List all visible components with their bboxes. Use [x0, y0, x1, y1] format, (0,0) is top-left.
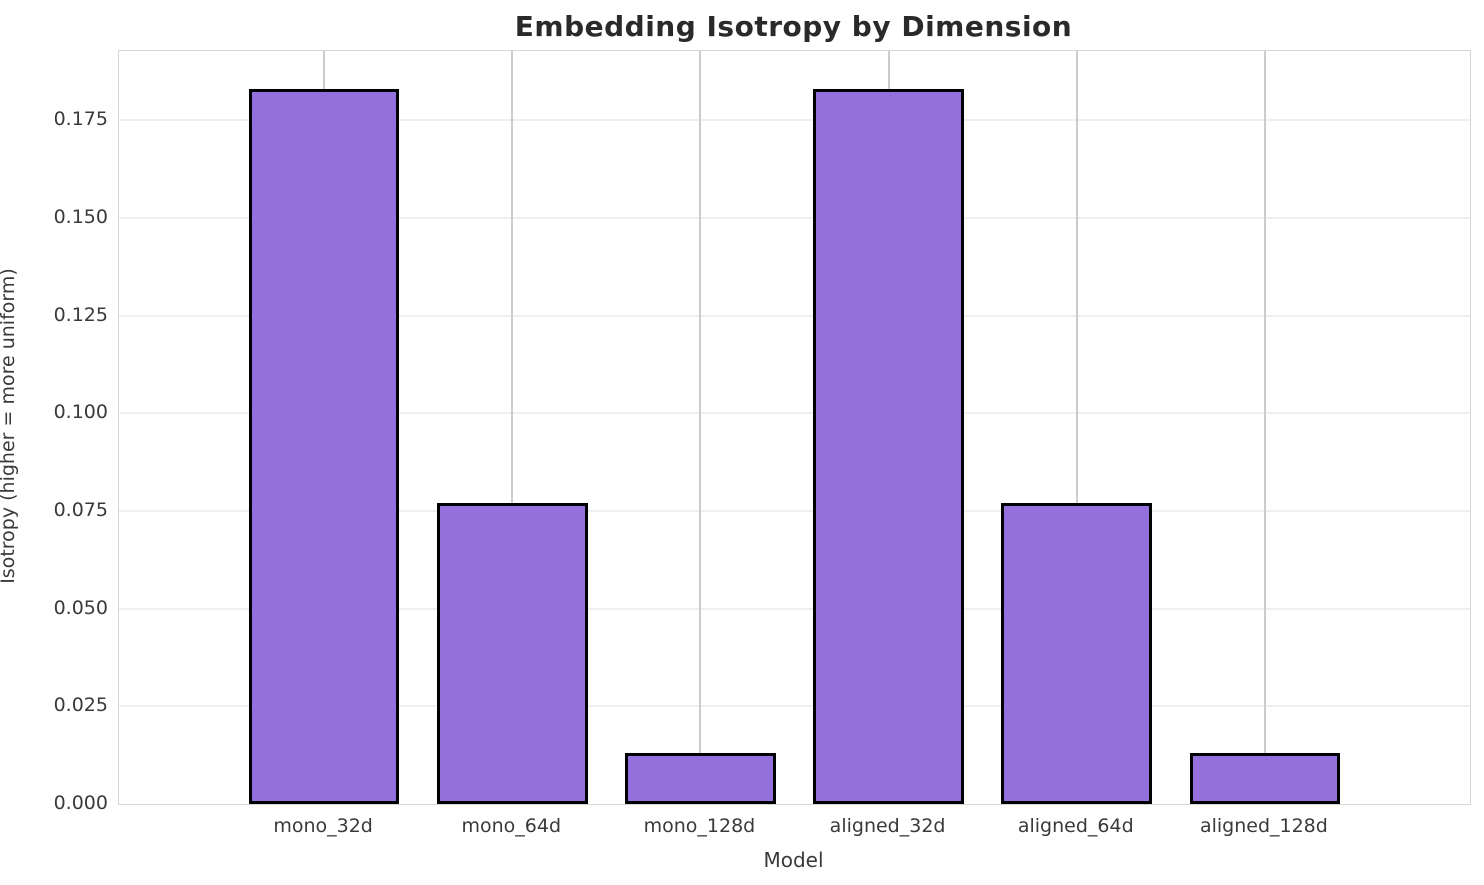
- bar-aligned_64d: [1001, 503, 1152, 804]
- h-gridline-0.150: [119, 216, 1470, 219]
- bar-aligned_32d: [813, 88, 964, 804]
- h-gridline-0.100: [119, 412, 1470, 415]
- y-tick-label: 0.150: [53, 205, 108, 228]
- bar-mono_64d: [436, 503, 588, 804]
- h-gridline-0.050: [119, 607, 1470, 610]
- chart-title: Embedding Isotropy by Dimension: [514, 10, 1073, 43]
- y-tick-label: 0.100: [53, 401, 108, 424]
- h-gridline-0.025: [119, 705, 1470, 708]
- y-tick-label: 0.075: [53, 498, 108, 521]
- x-tick-label-aligned_128d: aligned_128d: [1199, 815, 1328, 837]
- y-tick-label: 0.050: [53, 596, 108, 619]
- bar-mono_32d: [248, 88, 400, 804]
- y-tick-label: 0.125: [53, 303, 108, 326]
- v-gridline-mono_128d: [699, 51, 702, 804]
- h-gridline-0.125: [119, 314, 1470, 317]
- x-axis-label: Model: [763, 848, 824, 872]
- y-axis-label: Isotropy (higher = more uniform): [0, 268, 19, 584]
- bar-mono_128d: [625, 753, 776, 804]
- x-tick-label-mono_128d: mono_128d: [643, 815, 756, 837]
- x-tick-label-aligned_64d: aligned_64d: [1017, 815, 1134, 837]
- plot-area: [118, 50, 1471, 805]
- v-gridline-mono_64d: [511, 51, 514, 804]
- y-tick-label: 0.175: [53, 108, 108, 131]
- v-gridline-aligned_64d: [1075, 51, 1078, 804]
- h-gridline-0.175: [119, 119, 1470, 122]
- x-tick-label-aligned_32d: aligned_32d: [829, 815, 946, 837]
- x-tick-label-mono_64d: mono_64d: [461, 815, 562, 837]
- bar-aligned_128d: [1189, 753, 1341, 804]
- x-tick-label-mono_32d: mono_32d: [273, 815, 373, 837]
- v-gridline-aligned_128d: [1263, 51, 1266, 804]
- y-tick-label: 0.000: [53, 792, 108, 814]
- h-gridline-0.075: [119, 509, 1470, 512]
- y-tick-label: 0.025: [53, 694, 108, 717]
